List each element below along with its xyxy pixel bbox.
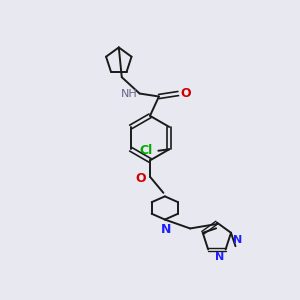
Text: NH: NH <box>122 88 138 98</box>
Text: N: N <box>233 235 243 245</box>
Text: N: N <box>215 252 224 262</box>
Text: N: N <box>161 223 172 236</box>
Text: O: O <box>180 87 191 100</box>
Text: O: O <box>136 172 146 185</box>
Text: Cl: Cl <box>140 144 153 157</box>
